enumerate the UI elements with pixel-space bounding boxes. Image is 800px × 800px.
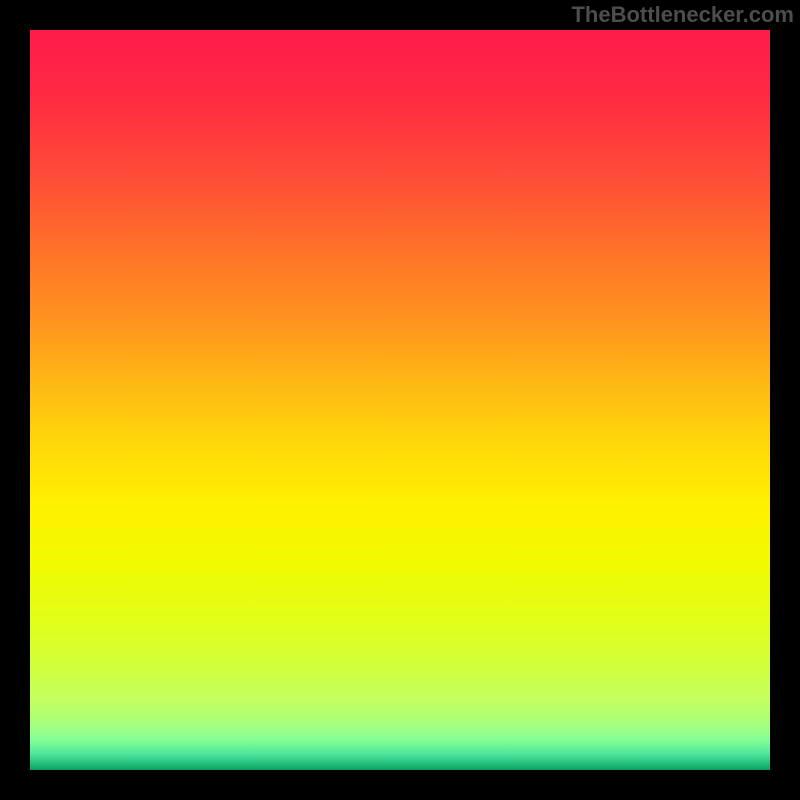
chart-background-gradient [30,30,770,770]
chart-frame: TheBottlenecker.com [0,0,800,800]
plot-area [30,30,770,770]
watermark-text: TheBottlenecker.com [571,2,794,28]
